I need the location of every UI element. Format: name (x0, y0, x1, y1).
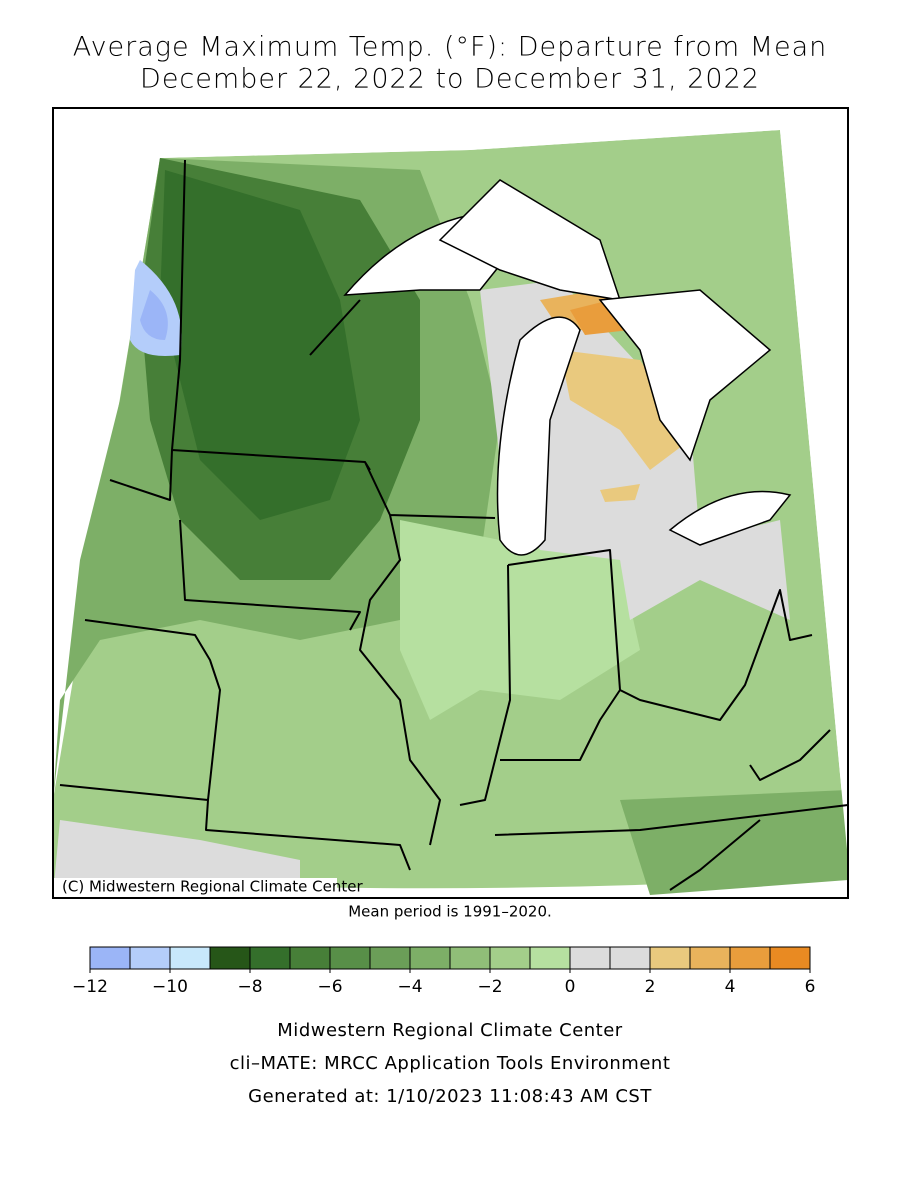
color-bin (569, 946, 611, 970)
tick-label: −12 (72, 977, 108, 997)
color-bin (329, 946, 371, 970)
tick-label: 4 (725, 977, 736, 997)
color-bin (129, 946, 171, 970)
footer-line: cli–MATE: MRCC Application Tools Environ… (230, 1053, 671, 1074)
footer-line: Midwestern Regional Climate Center (277, 1020, 623, 1041)
color-bin (729, 946, 771, 970)
color-bin (609, 946, 651, 970)
map: (C) Midwestern Regional Climate Center (52, 107, 849, 899)
tick-label: −8 (237, 977, 262, 997)
color-bin (409, 946, 451, 970)
color-bin (649, 946, 691, 970)
color-bin (89, 946, 131, 970)
color-bin (489, 946, 531, 970)
tick-label: −10 (152, 977, 188, 997)
color-bin (689, 946, 731, 970)
tick-label: −2 (477, 977, 502, 997)
credit-box (54, 878, 337, 897)
colorbar: −12 −10 −8 −6 −4 −2 0 2 4 6 (72, 946, 816, 997)
color-bin (529, 946, 571, 970)
color-bin (249, 946, 291, 970)
title-line: December 22, 2022 to December 31, 2022 (140, 64, 760, 95)
color-bin (169, 946, 211, 970)
tick-label: 0 (565, 977, 576, 997)
map-frame (52, 107, 849, 899)
tick-label: 6 (805, 977, 816, 997)
tick-label: −6 (317, 977, 342, 997)
color-bin (449, 946, 491, 970)
map-credit: (C) Midwestern Regional Climate Center (62, 878, 363, 896)
color-bin (289, 946, 331, 970)
tick-label: −4 (397, 977, 422, 997)
color-bin (369, 946, 411, 970)
footer-line: Generated at: 1/10/2023 11:08:43 AM CST (248, 1086, 652, 1107)
mean-note: Mean period is 1991–2020. (348, 903, 552, 921)
tick-label: 2 (645, 977, 656, 997)
color-bin (209, 946, 251, 970)
color-bin (769, 946, 811, 970)
title-line: Average Maximum Temp. (°F): Departure fr… (73, 32, 828, 63)
